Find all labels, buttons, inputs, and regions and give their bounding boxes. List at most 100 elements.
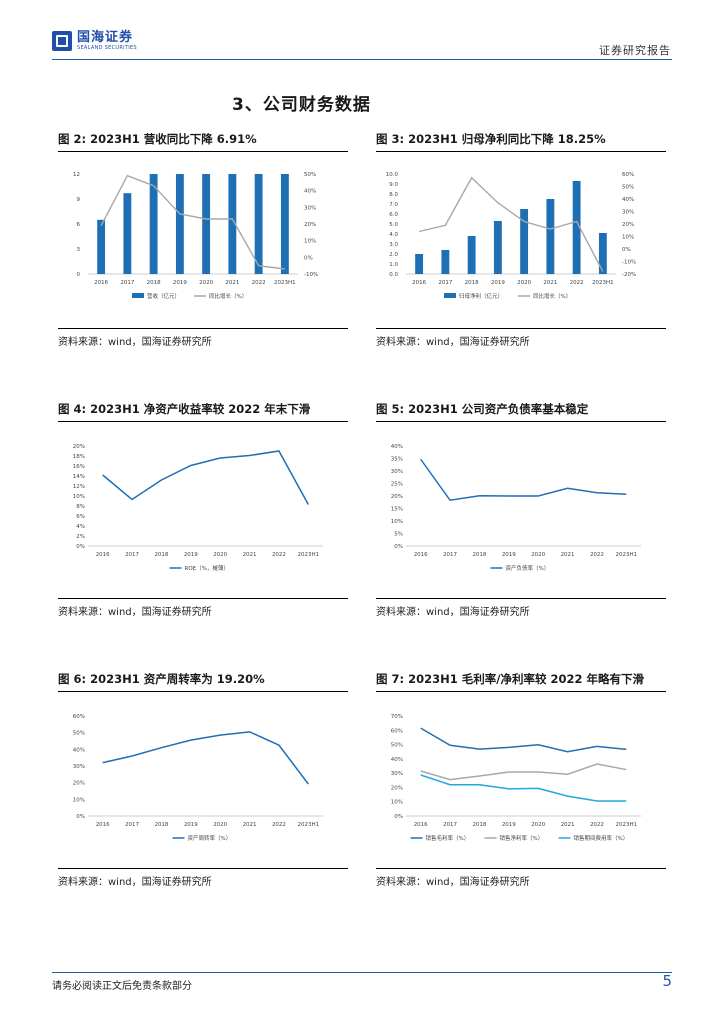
x-axis-tick: 2019 bbox=[491, 280, 505, 286]
x-axis-tick: 2021 bbox=[561, 552, 575, 558]
x-axis-tick: 2023H1 bbox=[297, 552, 319, 558]
left-axis-tick: 0 bbox=[77, 272, 81, 278]
x-axis-tick: 2021 bbox=[225, 280, 239, 286]
logo-name-en: SEALAND SECURITIES bbox=[77, 45, 137, 51]
x-axis-tick: 2017 bbox=[443, 822, 457, 828]
y-axis-tick: 50% bbox=[391, 743, 403, 749]
y-axis-tick: 30% bbox=[391, 469, 403, 475]
figure-5-title: 图 5: 2023H1 公司资产负债率基本稳定 bbox=[376, 402, 589, 416]
x-axis-tick: 2023H1 bbox=[615, 822, 637, 828]
y-axis-tick: 0% bbox=[394, 544, 403, 550]
left-axis-tick: 1.0 bbox=[389, 262, 398, 268]
right-axis-tick: 60% bbox=[622, 172, 634, 178]
x-axis-tick: 2020 bbox=[531, 552, 545, 558]
right-axis-tick: 0% bbox=[304, 255, 313, 261]
legend-label-0: 销售毛利率（%） bbox=[426, 834, 470, 842]
right-axis-tick: 10% bbox=[622, 235, 634, 241]
y-axis-tick: 0% bbox=[394, 814, 403, 820]
x-axis-tick: 2022 bbox=[252, 280, 266, 286]
y-axis-tick: 5% bbox=[394, 532, 403, 538]
report-type-label: 证券研究报告 bbox=[599, 44, 671, 57]
x-axis-tick: 2018 bbox=[472, 822, 486, 828]
y-axis-tick: 10% bbox=[391, 800, 403, 806]
bar-2022 bbox=[572, 181, 581, 274]
figure-7-title: 图 7: 2023H1 毛利率/净利率较 2022 年略有下滑 bbox=[376, 672, 644, 686]
figure-6-source: 资料来源：wind，国海证券研究所 bbox=[58, 877, 212, 888]
right-axis-tick: 30% bbox=[622, 210, 634, 216]
growth-line bbox=[100, 174, 285, 270]
y-axis-tick: 20% bbox=[391, 785, 403, 791]
right-axis-tick: 40% bbox=[304, 189, 316, 195]
x-axis-tick: 2016 bbox=[414, 552, 428, 558]
x-axis-tick: 2017 bbox=[443, 552, 457, 558]
y-axis-tick: 50% bbox=[73, 731, 85, 737]
figure-4-title: 图 4: 2023H1 净资产收益率较 2022 年末下滑 bbox=[58, 402, 311, 416]
x-axis-tick: 2018 bbox=[465, 280, 479, 286]
bar-2019 bbox=[175, 174, 184, 274]
figure-6-top-rule bbox=[58, 691, 348, 692]
x-axis-tick: 2022 bbox=[272, 552, 286, 558]
x-axis-tick: 2023H1 bbox=[274, 280, 296, 286]
x-axis-tick: 2022 bbox=[590, 822, 604, 828]
header-divider bbox=[52, 59, 672, 60]
company-logo: 国海证券 SEALAND SECURITIES bbox=[52, 31, 137, 51]
y-axis-tick: 16% bbox=[73, 464, 85, 470]
x-axis-tick: 2017 bbox=[438, 280, 452, 286]
roe-chart: 0% 2% 4% 6% 8% 10% 12% 14% 16% 18% 20% 2016 2017 2018… bbox=[73, 444, 323, 572]
left-axis-tick: 3.0 bbox=[389, 242, 398, 248]
x-axis-tick: 2020 bbox=[213, 552, 227, 558]
left-axis-tick: 12 bbox=[73, 172, 80, 178]
legend-swatch-0 bbox=[444, 293, 456, 298]
figure-2-top-rule bbox=[58, 151, 348, 152]
figure-6-bottom-rule bbox=[58, 868, 348, 869]
figure-7-bottom-rule bbox=[376, 868, 666, 869]
x-axis-tick: 2017 bbox=[125, 822, 139, 828]
figure-4-bottom-rule bbox=[58, 598, 348, 599]
figure-6-title: 图 6: 2023H1 资产周转率为 19.20% bbox=[58, 672, 265, 686]
y-axis-tick: 40% bbox=[391, 757, 403, 763]
right-axis-tick: 20% bbox=[622, 222, 634, 228]
x-axis-tick: 2019 bbox=[502, 822, 516, 828]
left-axis-tick: 3 bbox=[77, 247, 81, 253]
figure-4-top-rule bbox=[58, 421, 348, 422]
series-line-0 bbox=[102, 731, 309, 785]
right-axis-tick: -10% bbox=[304, 272, 318, 278]
y-axis-tick: 60% bbox=[391, 728, 403, 734]
bar-2020 bbox=[202, 174, 211, 274]
y-axis-tick: 8% bbox=[76, 504, 85, 510]
net-profit-chart: 0.0 1.0 2.0 3.0 4.0 5.0 6.0 7.0 8.0 9.0 10.0 -20% -1… bbox=[386, 172, 636, 300]
y-axis-tick: 40% bbox=[73, 747, 85, 753]
margin-chart: 0% 10% 20% 30% 40% 50% 60% 70% 2016 2017 2018 2019 2… bbox=[391, 714, 641, 842]
y-axis-tick: 14% bbox=[73, 474, 85, 480]
y-axis-tick: 10% bbox=[73, 797, 85, 803]
bar-2016 bbox=[97, 219, 106, 274]
right-axis-tick: 20% bbox=[304, 222, 316, 228]
series-line-1 bbox=[420, 763, 627, 781]
bar-2016 bbox=[415, 254, 424, 274]
x-axis-tick: 2023H1 bbox=[615, 552, 637, 558]
y-axis-tick: 35% bbox=[391, 457, 403, 463]
footer-disclaimer: 请务必阅读正文后免责条款部分 bbox=[52, 981, 192, 992]
x-axis-tick: 2016 bbox=[96, 552, 110, 558]
left-axis-tick: 6.0 bbox=[389, 212, 398, 218]
right-axis-tick: -10% bbox=[622, 260, 636, 266]
legend-label-2: 销售期间费用率（%） bbox=[574, 834, 629, 842]
bar-2023H1 bbox=[598, 233, 607, 274]
y-axis-tick: 12% bbox=[73, 484, 85, 490]
figure-4-source: 资料来源：wind，国海证券研究所 bbox=[58, 607, 212, 618]
series-line-0 bbox=[420, 458, 627, 502]
legend-label-1: 同比增长（%） bbox=[533, 292, 571, 300]
x-axis-tick: 2022 bbox=[272, 822, 286, 828]
legend-swatch-0 bbox=[132, 293, 144, 298]
y-axis-tick: 0% bbox=[76, 544, 85, 550]
x-axis-tick: 2018 bbox=[154, 552, 168, 558]
y-axis-tick: 25% bbox=[391, 482, 403, 488]
legend-label-0: 资产负债率（%） bbox=[506, 564, 550, 572]
logo-icon bbox=[52, 31, 72, 51]
figure-2-bottom-rule bbox=[58, 328, 348, 329]
y-axis-tick: 60% bbox=[73, 714, 85, 720]
figure-5-bottom-rule bbox=[376, 598, 666, 599]
x-axis-tick: 2021 bbox=[543, 280, 557, 286]
x-axis-tick: 2020 bbox=[213, 822, 227, 828]
bar-2017 bbox=[441, 250, 450, 274]
